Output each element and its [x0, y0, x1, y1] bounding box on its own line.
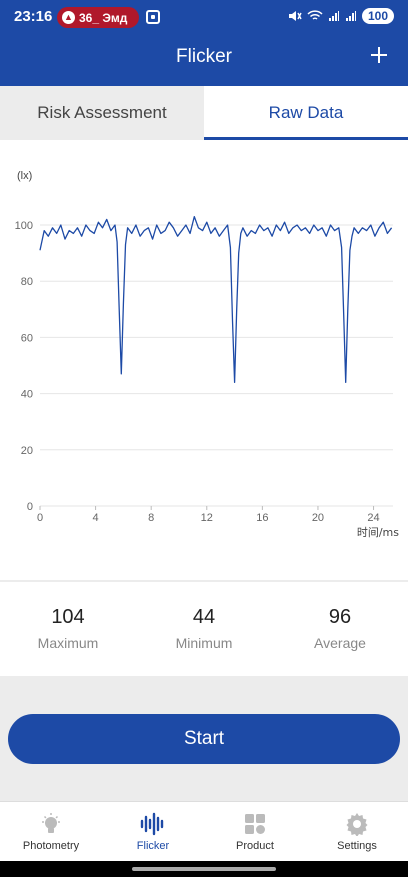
stat-label: Maximum [37, 635, 99, 651]
y-tick-label: 20 [21, 445, 33, 457]
y-tick-label: 40 [21, 389, 33, 401]
status-time: 23:16 [14, 8, 53, 25]
wifi-icon [307, 10, 323, 20]
nav-product[interactable]: Product [204, 802, 306, 861]
stat-label: Minimum [175, 635, 233, 651]
battery-indicator: 100 [361, 8, 394, 24]
bottom-nav: Photometry Flicker Product Settings [0, 801, 408, 861]
status-bar: 23:16 ▲ 36_ Эмд 100 [0, 0, 408, 34]
y-axis-label: (lx) [17, 170, 32, 182]
page-title: Flicker [176, 46, 232, 67]
system-icons: 100 [288, 8, 394, 24]
nav-label: Photometry [22, 840, 80, 852]
nav-flicker[interactable]: Flicker [102, 802, 204, 861]
y-tick-label: 80 [21, 276, 33, 288]
notification-text: 36_ Эмд [79, 10, 128, 25]
nav-label: Flicker [136, 840, 170, 852]
stat-value: 104 [51, 606, 85, 628]
y-tick-label: 0 [27, 501, 33, 513]
stat-average: 96 Average [272, 582, 408, 676]
y-tick-label: 60 [21, 332, 33, 344]
x-tick-label: 4 [93, 512, 99, 524]
stat-value: 44 [192, 606, 216, 628]
alert-icon: ▲ [62, 11, 75, 24]
gear-icon [346, 813, 368, 836]
flicker-chart: 0 20 40 60 80 100 0 4 8 12 16 20 24 (lx) 时间/ms [15, 170, 400, 539]
nav-photometry[interactable]: Photometry [0, 802, 102, 861]
add-button[interactable] [364, 40, 394, 70]
stat-label: Average [314, 635, 366, 651]
tab-bar: Risk Assessment Raw Data [0, 86, 408, 140]
x-tick-label: 0 [37, 512, 43, 524]
x-axis-label: 时间/ms [357, 526, 399, 539]
x-tick-label: 24 [367, 512, 379, 524]
stats-panel: 104 Maximum 44 Minimum 96 Average [0, 582, 408, 676]
nav-settings[interactable]: Settings [306, 802, 408, 861]
x-tick-label: 12 [201, 512, 213, 524]
y-tick-label: 100 [15, 220, 33, 232]
nav-label: Product [236, 840, 274, 852]
data-series-line [39, 215, 393, 384]
stat-minimum: 44 Minimum [136, 582, 272, 676]
waveform-icon [140, 812, 164, 836]
x-tick-label: 16 [256, 512, 268, 524]
signal-icon [328, 11, 339, 21]
stat-maximum: 104 Maximum [0, 582, 136, 676]
tab-raw-data[interactable]: Raw Data [204, 86, 408, 140]
signal-icon-2 [345, 11, 356, 21]
gesture-area [0, 861, 408, 877]
x-tick-label: 8 [148, 512, 154, 524]
mute-icon [288, 11, 302, 21]
screen-record-icon [146, 10, 160, 24]
app-bar: 23:16 ▲ 36_ Эмд 100 Flicker [0, 0, 408, 86]
tab-risk-assessment[interactable]: Risk Assessment [37, 103, 167, 122]
chart-card: 0 20 40 60 80 100 0 4 8 12 16 20 24 (lx) 时间/ms [0, 140, 408, 580]
gesture-handle[interactable] [132, 867, 276, 871]
start-button[interactable]: Start [8, 714, 400, 764]
stat-value: 96 [328, 606, 352, 628]
grid-icon [245, 814, 265, 834]
plus-icon [371, 47, 387, 63]
bulb-icon [42, 813, 60, 833]
nav-label: Settings [337, 840, 377, 852]
notification-pill[interactable]: ▲ 36_ Эмд [57, 7, 139, 28]
x-tick-label: 20 [312, 512, 324, 524]
